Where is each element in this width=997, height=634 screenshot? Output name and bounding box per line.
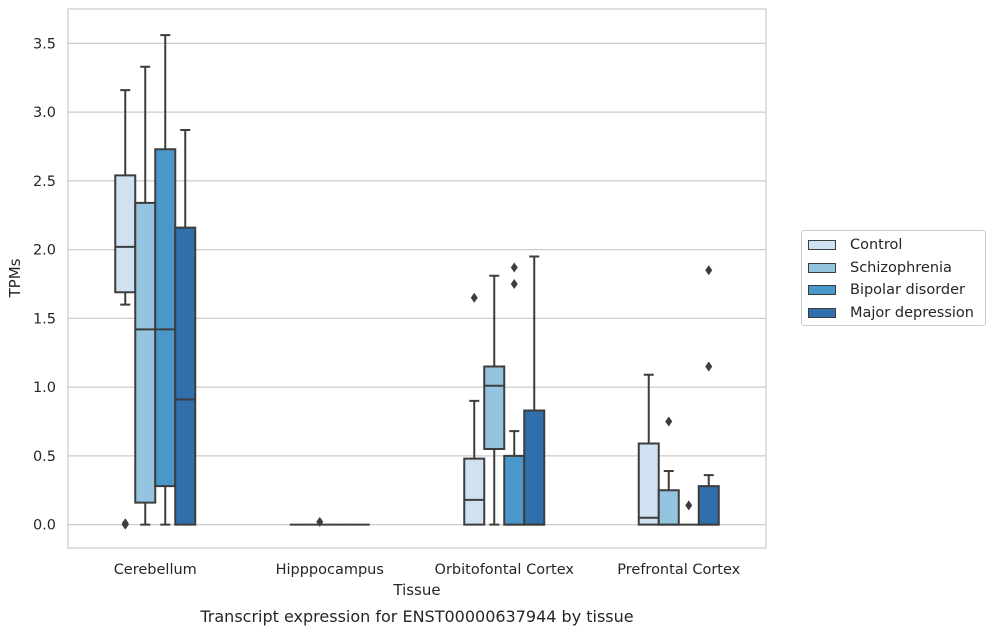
y-tick-label: 0.5 [33, 449, 56, 465]
y-axis-label: TPMs [6, 258, 24, 298]
box-bipolar-disorder [503, 262, 526, 526]
box-body [523, 409, 546, 526]
x-tick-label: Hipppocampus [276, 562, 384, 578]
box-body [463, 457, 486, 526]
legend: Control Schizophrenia Bipolar disorder M… [801, 230, 986, 326]
y-tick-label: 1.0 [33, 380, 56, 396]
box-schizophrenia [483, 274, 506, 526]
outlier-point [665, 416, 673, 427]
legend-item-schizophrenia: Schizophrenia [808, 258, 952, 278]
outlier-point [121, 518, 129, 529]
box-body [503, 454, 526, 526]
legend-label-major-depression: Major depression [850, 305, 974, 321]
outlier-point [705, 265, 713, 276]
x-tick-labels: Cerebellum Hipppocampus Orbitofontal Corte… [114, 562, 741, 578]
box-major-depression [697, 265, 720, 526]
box-control [114, 89, 137, 530]
box-schizophrenia [657, 416, 680, 526]
box-body [174, 226, 197, 526]
box-body [483, 365, 506, 450]
box-body [657, 489, 680, 526]
y-tick-label: 2.5 [33, 174, 56, 190]
box-bipolar-disorder [678, 500, 699, 526]
box-major-depression [523, 255, 546, 526]
box-major-depression [174, 129, 197, 526]
y-tick-label: 3.5 [33, 36, 56, 52]
box-body [114, 174, 137, 294]
box-schizophrenia [134, 65, 157, 526]
box-control [637, 373, 660, 526]
boxes-group [114, 34, 720, 530]
outlier-point [510, 262, 518, 273]
outlier-point [705, 361, 713, 372]
outlier-point [470, 292, 478, 303]
x-tick-label: Orbitofontal Cortex [435, 562, 575, 578]
box-body [637, 442, 660, 526]
legend-label-bipolar-disorder: Bipolar disorder [850, 282, 965, 298]
legend-swatch-control [808, 240, 836, 250]
y-tick-label: 2.0 [33, 243, 56, 259]
outlier-point [510, 279, 518, 289]
box-schizophrenia [309, 516, 330, 527]
box-body [697, 485, 720, 526]
y-tick-label: 0.0 [33, 518, 56, 534]
legend-swatch-major-depression [808, 308, 836, 318]
chart-caption: Transcript expression for ENST0000063794… [199, 607, 633, 626]
legend-item-bipolar-disorder: Bipolar disorder [808, 280, 965, 300]
outlier-point [316, 516, 324, 527]
legend-item-major-depression: Major depression [808, 303, 974, 323]
legend-label-control: Control [850, 237, 903, 253]
legend-swatch-schizophrenia [808, 263, 836, 273]
outlier-point [685, 500, 693, 511]
x-axis-label: Tissue [392, 581, 440, 599]
box-body [154, 148, 177, 488]
box-control [463, 292, 486, 526]
box-body [134, 201, 157, 504]
x-tick-label: Prefrontal Cortex [617, 562, 740, 578]
y-tick-labels: 0.0 0.5 1.0 1.5 2.0 2.5 3.0 3.5 [33, 36, 56, 533]
x-tick-label: Cerebellum [114, 562, 197, 578]
legend-label-schizophrenia: Schizophrenia [850, 260, 952, 276]
legend-item-control: Control [808, 235, 902, 255]
y-tick-label: 1.5 [33, 311, 56, 327]
legend-swatch-bipolar-disorder [808, 285, 836, 295]
y-tick-label: 3.0 [33, 105, 56, 121]
